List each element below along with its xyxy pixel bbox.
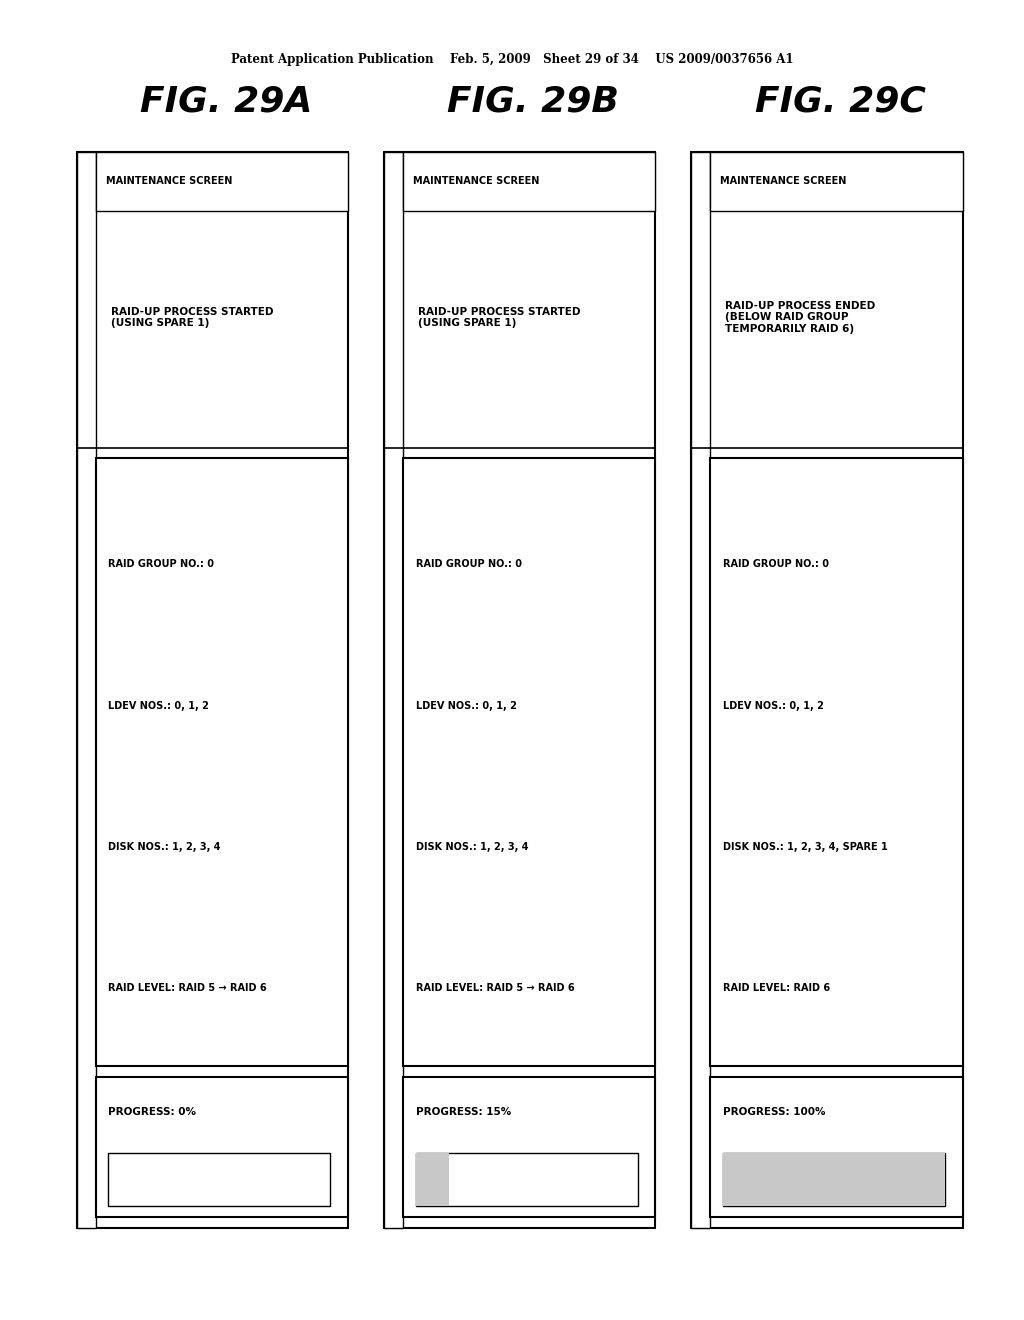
Bar (416, 1152, 449, 1205)
Bar (691, 152, 711, 1228)
Bar (711, 152, 963, 211)
Text: Patent Application Publication    Feb. 5, 2009   Sheet 29 of 34    US 2009/00376: Patent Application Publication Feb. 5, 2… (230, 53, 794, 66)
Bar (96, 152, 348, 211)
Bar (77, 152, 348, 1228)
Text: RAID-UP PROCESS STARTED
(USING SPARE 1): RAID-UP PROCESS STARTED (USING SPARE 1) (418, 306, 581, 329)
Text: RAID LEVEL: RAID 5 → RAID 6: RAID LEVEL: RAID 5 → RAID 6 (109, 983, 267, 994)
Bar (723, 1152, 945, 1205)
Text: DISK NOS.: 1, 2, 3, 4: DISK NOS.: 1, 2, 3, 4 (109, 842, 221, 853)
Bar (416, 1152, 638, 1205)
Text: LDEV NOS.: 0, 1, 2: LDEV NOS.: 0, 1, 2 (416, 701, 516, 710)
Text: DISK NOS.: 1, 2, 3, 4: DISK NOS.: 1, 2, 3, 4 (416, 842, 528, 853)
Text: RAID GROUP NO.: 0: RAID GROUP NO.: 0 (416, 560, 521, 569)
Text: PROGRESS: 15%: PROGRESS: 15% (416, 1107, 511, 1117)
Bar (384, 152, 655, 1228)
Bar (403, 152, 655, 211)
Text: LDEV NOS.: 0, 1, 2: LDEV NOS.: 0, 1, 2 (723, 701, 823, 710)
Text: MAINTENANCE SCREEN: MAINTENANCE SCREEN (105, 177, 232, 186)
Bar (711, 1077, 963, 1217)
Text: FIG. 29B: FIG. 29B (447, 84, 620, 119)
Bar (96, 458, 348, 1067)
Bar (109, 1152, 331, 1205)
Text: RAID LEVEL: RAID 6: RAID LEVEL: RAID 6 (723, 983, 829, 994)
Text: MAINTENANCE SCREEN: MAINTENANCE SCREEN (413, 177, 540, 186)
Text: MAINTENANCE SCREEN: MAINTENANCE SCREEN (720, 177, 847, 186)
Text: LDEV NOS.: 0, 1, 2: LDEV NOS.: 0, 1, 2 (109, 701, 209, 710)
Text: RAID LEVEL: RAID 5 → RAID 6: RAID LEVEL: RAID 5 → RAID 6 (416, 983, 574, 994)
Text: FIG. 29C: FIG. 29C (755, 84, 926, 119)
Text: RAID-UP PROCESS STARTED
(USING SPARE 1): RAID-UP PROCESS STARTED (USING SPARE 1) (111, 306, 273, 329)
Text: PROGRESS: 0%: PROGRESS: 0% (109, 1107, 197, 1117)
Bar (403, 458, 655, 1067)
Text: FIG. 29A: FIG. 29A (140, 84, 312, 119)
Text: RAID GROUP NO.: 0: RAID GROUP NO.: 0 (109, 560, 214, 569)
Text: PROGRESS: 100%: PROGRESS: 100% (723, 1107, 825, 1117)
Bar (96, 1077, 348, 1217)
Bar (403, 1077, 655, 1217)
Bar (384, 152, 403, 1228)
Text: DISK NOS.: 1, 2, 3, 4, SPARE 1: DISK NOS.: 1, 2, 3, 4, SPARE 1 (723, 842, 888, 853)
Bar (723, 1152, 945, 1205)
Text: RAID GROUP NO.: 0: RAID GROUP NO.: 0 (723, 560, 828, 569)
Text: RAID-UP PROCESS ENDED
(BELOW RAID GROUP
TEMPORARILY RAID 6): RAID-UP PROCESS ENDED (BELOW RAID GROUP … (725, 301, 876, 334)
Bar (691, 152, 963, 1228)
Bar (77, 152, 96, 1228)
Bar (711, 458, 963, 1067)
